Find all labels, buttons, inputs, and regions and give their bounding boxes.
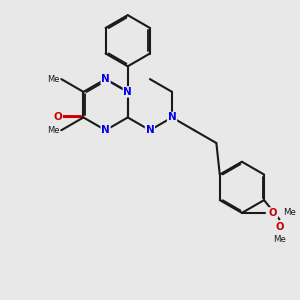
Text: O: O (269, 208, 277, 218)
Text: Me: Me (47, 126, 60, 135)
Text: N: N (168, 112, 176, 122)
Text: Me: Me (273, 235, 286, 244)
Text: Me: Me (283, 208, 296, 217)
Text: N: N (101, 125, 110, 135)
Text: O: O (53, 112, 62, 122)
Text: N: N (101, 74, 110, 84)
Text: N: N (123, 87, 132, 97)
Text: O: O (275, 222, 284, 233)
Text: Me: Me (47, 75, 60, 84)
Text: N: N (146, 125, 154, 135)
